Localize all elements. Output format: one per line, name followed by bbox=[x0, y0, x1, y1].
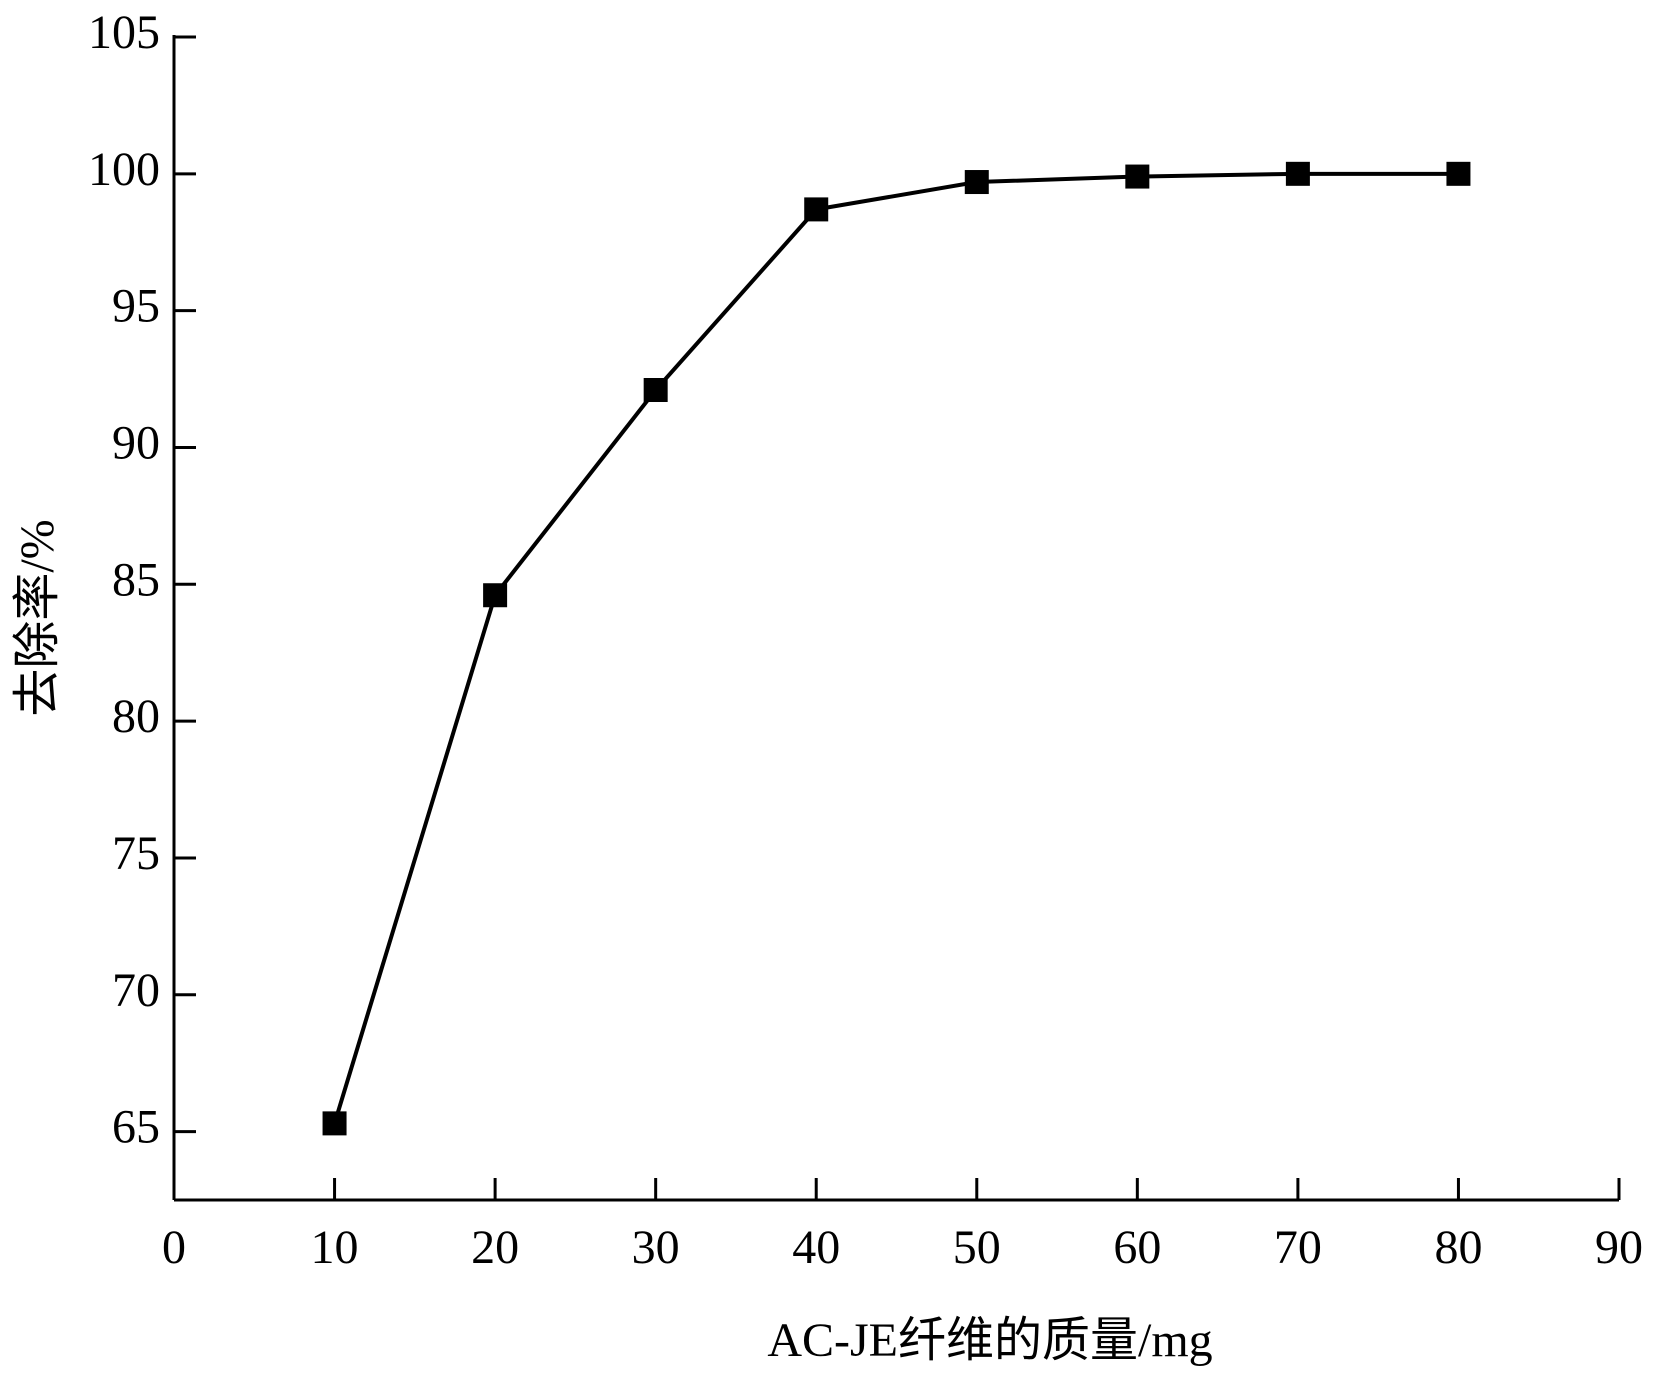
y-tick-label: 100 bbox=[88, 143, 160, 196]
data-point bbox=[322, 1111, 347, 1136]
data-point bbox=[643, 378, 668, 403]
y-tick-label: 85 bbox=[112, 553, 160, 606]
x-tick-label: 70 bbox=[1274, 1221, 1322, 1274]
x-tick-label: 90 bbox=[1595, 1221, 1643, 1274]
x-tick-label: 80 bbox=[1434, 1221, 1482, 1274]
y-tick-label: 65 bbox=[112, 1101, 160, 1154]
x-tick-label: 20 bbox=[471, 1221, 519, 1274]
x-tick-label: 10 bbox=[311, 1221, 359, 1274]
data-point bbox=[1446, 161, 1471, 186]
y-axis-label: 去除率/% bbox=[11, 519, 64, 716]
y-tick-label: 105 bbox=[88, 6, 160, 59]
x-tick-label: 60 bbox=[1113, 1221, 1161, 1274]
x-tick-label: 50 bbox=[953, 1221, 1001, 1274]
series-line bbox=[332, 171, 1459, 1124]
x-tick-label: 0 bbox=[162, 1221, 186, 1274]
y-tick-label: 75 bbox=[112, 827, 160, 880]
y-tick-label: 80 bbox=[112, 690, 160, 743]
y-tick-label: 95 bbox=[112, 280, 160, 333]
data-point bbox=[483, 583, 508, 608]
data-point bbox=[964, 170, 989, 195]
x-axis-label: AC-JE纤维的质量/mg bbox=[767, 1314, 1212, 1367]
data-point bbox=[1285, 161, 1310, 186]
x-tick-label: 30 bbox=[632, 1221, 680, 1274]
data-point bbox=[1125, 164, 1150, 189]
x-tick-label: 40 bbox=[792, 1221, 840, 1274]
y-tick-label: 70 bbox=[112, 964, 160, 1017]
y-tick-label: 90 bbox=[112, 416, 160, 469]
data-point bbox=[804, 197, 829, 222]
